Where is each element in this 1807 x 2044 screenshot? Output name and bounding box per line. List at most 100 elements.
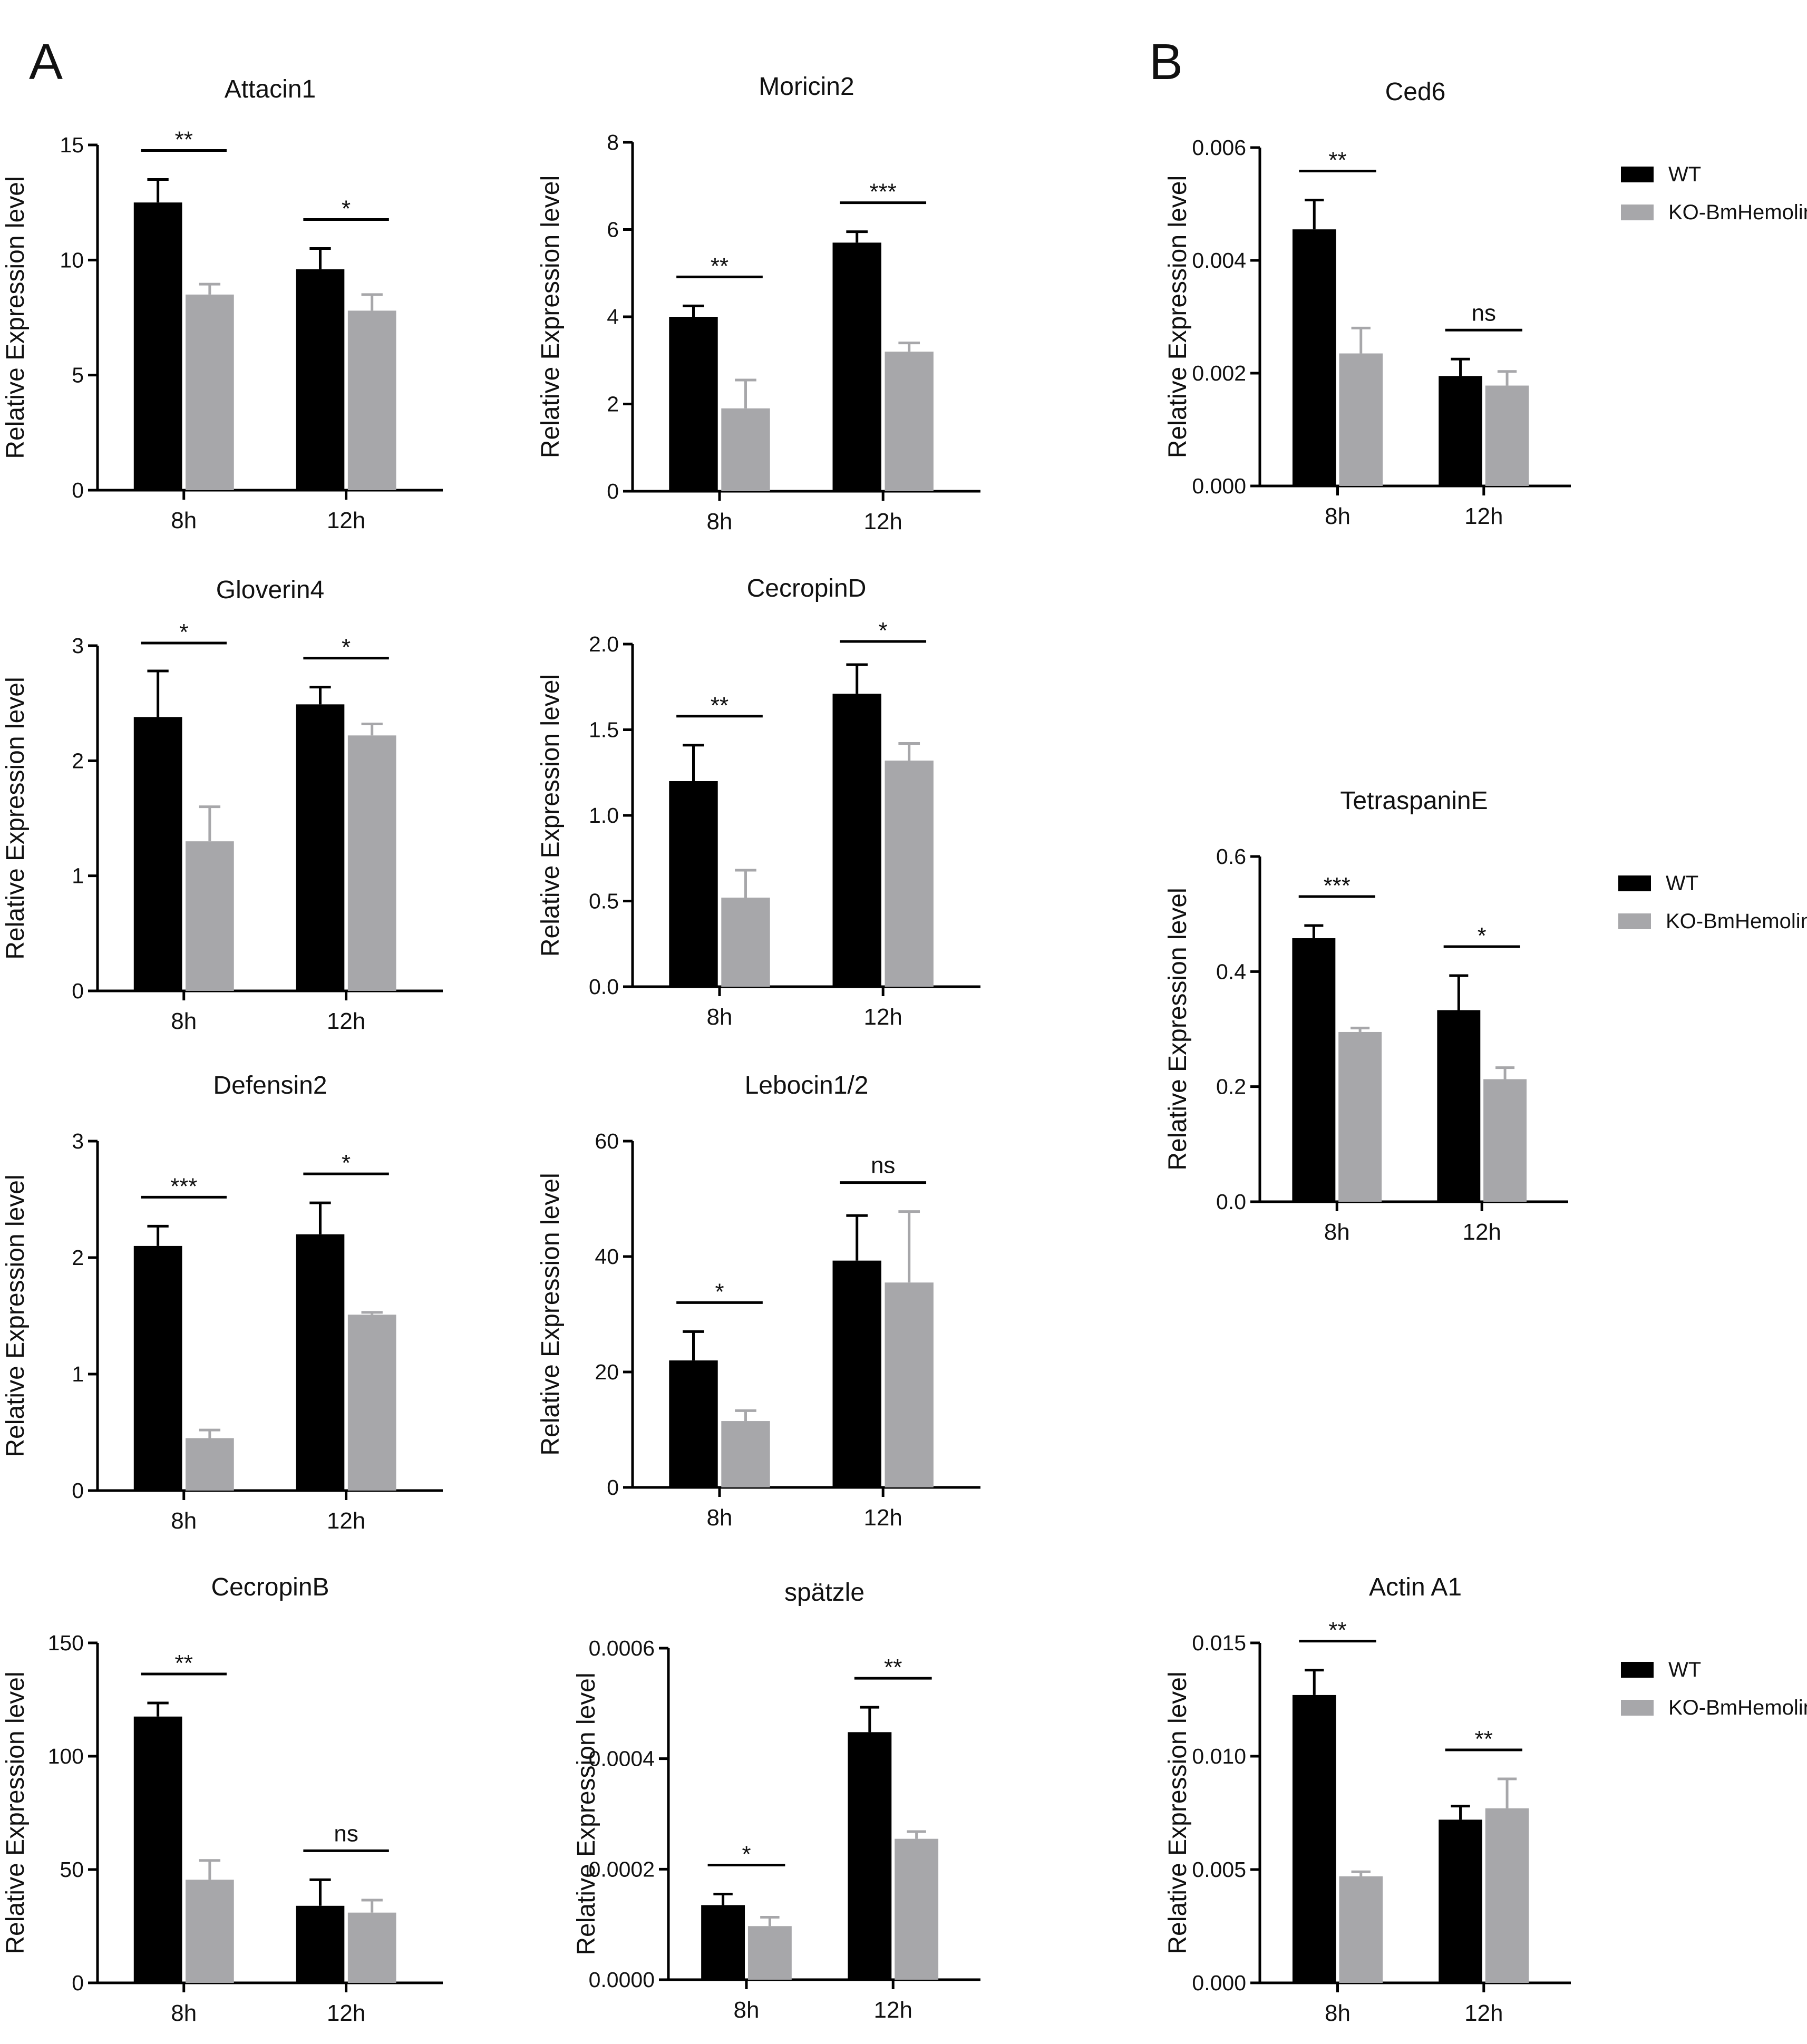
- significance-label: *: [742, 1842, 751, 1867]
- y-tick-label: 10: [60, 248, 84, 272]
- y-tick-label: 0.015: [1192, 1631, 1246, 1655]
- bar-ko-8h: [747, 1926, 792, 1980]
- x-tick-label: 12h: [327, 508, 365, 533]
- x-tick-label: 8h: [171, 1008, 197, 1034]
- legend-label: WT: [1668, 1658, 1701, 1681]
- bar-wt-8h: [669, 1360, 718, 1487]
- y-tick-label: 0.000: [1192, 474, 1246, 498]
- y-tick-label: 1: [72, 1362, 84, 1386]
- bar-wt-12h: [296, 704, 345, 991]
- chart-defensin2: Defensin2 Relative Expression level 0 1 2 3 8h…: [2, 1072, 443, 1534]
- y-tick-label: 0.0: [1216, 1190, 1246, 1214]
- y-tick-label: 0.6: [1216, 844, 1246, 869]
- y-axis-label: Relative Expression level: [1164, 176, 1192, 458]
- significance-label: **: [1328, 1618, 1346, 1643]
- y-tick-label: 0: [72, 478, 84, 502]
- bar-ko-8h: [721, 898, 770, 987]
- y-tick-label: 20: [595, 1360, 619, 1384]
- x-tick-label: 8h: [171, 508, 197, 533]
- legend-swatch-ko: [1621, 1700, 1654, 1716]
- y-axis-label: Relative Expression level: [537, 176, 565, 458]
- bar-ko-8h: [721, 408, 770, 491]
- y-tick-label: 0: [72, 1971, 84, 1995]
- y-tick-label: 0.0000: [589, 1968, 655, 1992]
- bar-wt-12h: [832, 1260, 881, 1487]
- bar-ko-12h: [885, 1282, 934, 1487]
- bar-ko-12h: [885, 352, 934, 491]
- x-tick-label: 8h: [707, 509, 733, 534]
- y-tick-label: 0: [72, 1478, 84, 1503]
- panel-label-b: B: [1149, 34, 1183, 90]
- legend-label: KO-BmHemolin: [1668, 1696, 1807, 1719]
- bar-ko-8h: [186, 294, 234, 490]
- y-axis-label: Relative Expression level: [537, 1173, 565, 1455]
- legend-swatch-wt: [1621, 167, 1654, 182]
- chart-cecropind: CecropinD Relative Expression level 0.0 0.5…: [537, 575, 980, 1030]
- x-tick-label: 8h: [171, 2000, 197, 2026]
- y-axis-label: Relative Expression level: [2, 176, 30, 459]
- y-tick-label: 100: [48, 1744, 84, 1768]
- y-tick-label: 0.0004: [589, 1747, 655, 1771]
- bar-wt-8h: [669, 781, 718, 987]
- chart-title: TetraspaninE: [1340, 787, 1488, 815]
- bar-wt-8h: [133, 717, 182, 991]
- x-tick-label: 12h: [863, 1505, 902, 1531]
- y-tick-label: 60: [595, 1129, 619, 1153]
- y-tick-label: 0.006: [1192, 135, 1246, 160]
- y-tick-label: 0.0006: [589, 1636, 655, 1660]
- legend-label: WT: [1668, 163, 1701, 186]
- y-axis-label: Relative Expression level: [2, 1671, 30, 1954]
- bar-ko-12h: [895, 1838, 939, 1980]
- significance-label: **: [1328, 148, 1346, 173]
- y-tick-label: 2.0: [589, 632, 619, 656]
- bar-ko-8h: [186, 1438, 234, 1491]
- x-tick-label: 12h: [874, 1997, 912, 2023]
- bar-ko-8h: [186, 1880, 234, 1983]
- x-tick-label: 12h: [863, 509, 902, 534]
- chart-attacin1: Attacin1 Relative Expression level 0 5 10 15 8…: [2, 75, 443, 533]
- chart-lebocin12: Lebocin1/2 Relative Expression level 0 20 40…: [537, 1072, 980, 1531]
- chart-title: Attacin1: [225, 75, 316, 103]
- y-tick-label: 150: [48, 1631, 84, 1655]
- y-axis-label: Relative Expression level: [537, 674, 565, 957]
- bar-ko-12h: [347, 1315, 396, 1491]
- x-tick-label: 12h: [863, 1004, 902, 1030]
- significance-label: **: [711, 693, 728, 718]
- x-tick-label: 8h: [707, 1505, 733, 1531]
- y-tick-label: 2: [607, 392, 619, 416]
- x-tick-label: 8h: [734, 1997, 760, 2023]
- y-tick-label: 0: [607, 1475, 619, 1500]
- chart-title: CecropinB: [211, 1573, 329, 1601]
- y-tick-label: 0.002: [1192, 361, 1246, 385]
- significance-label: ***: [1324, 873, 1351, 899]
- chart-title: Moricin2: [759, 73, 854, 101]
- y-tick-label: 0.010: [1192, 1744, 1246, 1768]
- significance-label: ns: [1472, 300, 1496, 326]
- x-tick-label: 12h: [1464, 503, 1503, 529]
- y-tick-label: 40: [595, 1244, 619, 1269]
- x-tick-label: 8h: [171, 1508, 197, 1534]
- chart-tetraspanine: TetraspaninE Relative Expression level 0.0…: [1164, 787, 1807, 1245]
- bar-wt-12h: [296, 1234, 345, 1491]
- chart-title: Lebocin1/2: [745, 1072, 869, 1099]
- significance-label: ns: [334, 1821, 358, 1846]
- chart-moricin2: Moricin2 Relative Expression level 0 2 4 6 8 8h…: [537, 73, 980, 534]
- bar-wt-8h: [669, 317, 718, 491]
- y-tick-label: 0.0: [589, 975, 619, 999]
- y-tick-label: 0.5: [589, 889, 619, 913]
- legend-swatch-ko: [1618, 913, 1651, 929]
- y-tick-label: 5: [72, 363, 84, 387]
- y-tick-label: 0.000: [1192, 1971, 1246, 1995]
- bar-wt-12h: [832, 242, 881, 491]
- y-tick-label: 50: [60, 1857, 84, 1882]
- legend-swatch-wt: [1618, 875, 1651, 891]
- chart-spatzle: spätzle Relative Expression level 0.0000 0.…: [572, 1579, 980, 2023]
- bar-ko-8h: [1338, 1031, 1382, 1202]
- bar-ko-8h: [721, 1421, 770, 1487]
- chart-title: CecropinD: [747, 575, 867, 602]
- bar-wt-12h: [1439, 376, 1482, 486]
- bar-wt-12h: [832, 694, 881, 987]
